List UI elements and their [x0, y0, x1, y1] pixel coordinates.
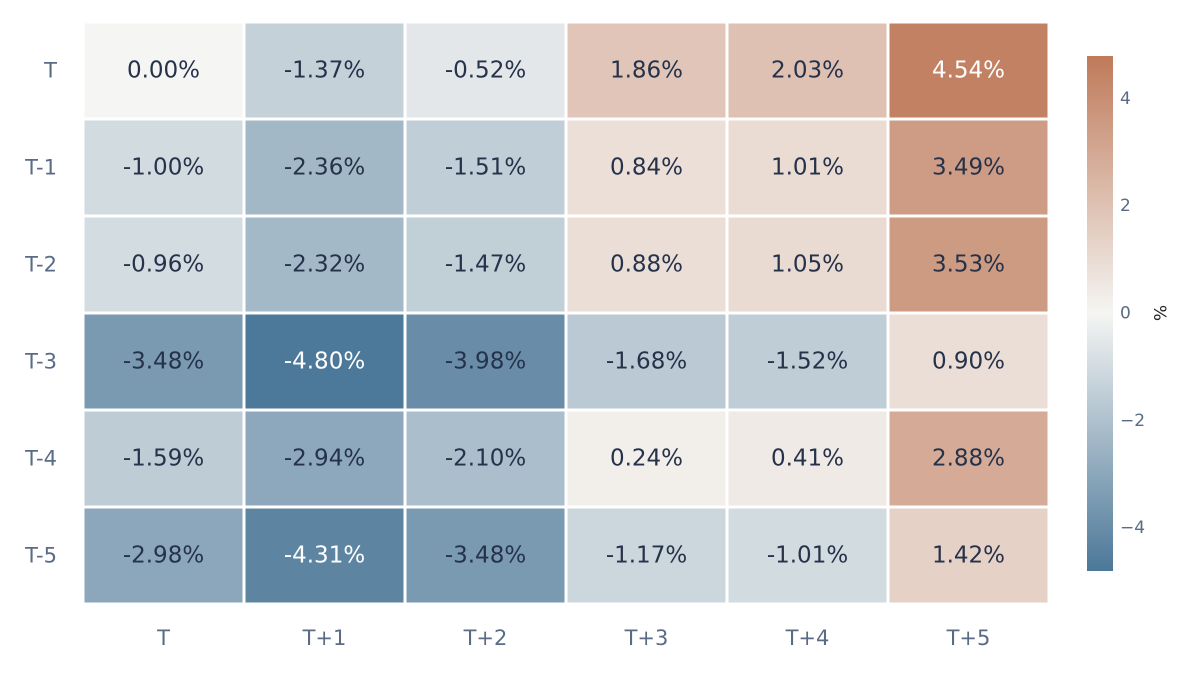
heatmap-cell: [84, 411, 243, 506]
cell-value-label: 0.84%: [610, 155, 683, 181]
cell-value-label: 0.90%: [932, 349, 1005, 375]
heatmap-cell: [245, 411, 404, 506]
heatmap-cell: [84, 314, 243, 409]
cell-value-label: 1.05%: [771, 252, 844, 278]
colorbar: [1087, 56, 1113, 571]
heatmap-cell: [245, 120, 404, 215]
cell-value-label: -1.00%: [123, 155, 204, 181]
cell-value-label: -2.94%: [284, 446, 365, 472]
heatmap-cell: [728, 120, 887, 215]
heatmap-cell: [889, 217, 1048, 312]
heatmap-cell: [567, 508, 726, 603]
cell-value-label: 0.24%: [610, 446, 683, 472]
heatmap-cell: [84, 217, 243, 312]
heatmap-cell: [245, 508, 404, 603]
cell-value-label: -3.48%: [123, 349, 204, 375]
heatmap-cell: [889, 120, 1048, 215]
y-tick-label: T-3: [24, 350, 57, 374]
colorbar-gradient: [1087, 56, 1113, 571]
cell-value-label: 2.88%: [932, 446, 1005, 472]
cell-value-label: -1.47%: [445, 252, 526, 278]
heatmap-cell: [889, 23, 1048, 118]
heatmap-cell: [728, 411, 887, 506]
cell-value-label: 1.01%: [771, 155, 844, 181]
y-tick-label: T-5: [24, 544, 57, 568]
cell-value-label: 3.53%: [932, 252, 1005, 278]
heatmap-cell: [728, 508, 887, 603]
heatmap-cell: [406, 314, 565, 409]
x-tick-label: T+1: [302, 626, 347, 650]
y-tick-label: T-2: [24, 253, 57, 277]
cell-value-label: -1.51%: [445, 155, 526, 181]
cell-value-label: -1.68%: [606, 349, 687, 375]
heatmap-cell: [567, 411, 726, 506]
heatmap-cell: [84, 120, 243, 215]
cell-value-label: -0.96%: [123, 252, 204, 278]
heatmap-cell: [728, 23, 887, 118]
heatmap-cell: [245, 217, 404, 312]
cell-value-label: 1.42%: [932, 543, 1005, 569]
cell-value-label: -2.32%: [284, 252, 365, 278]
colorbar-ticks: 4 2 0 −2 −4: [1120, 89, 1145, 538]
y-tick-label: T-4: [24, 447, 57, 471]
heatmap-cell: [406, 23, 565, 118]
cell-value-label: -3.98%: [445, 349, 526, 375]
x-tick-label: T+3: [624, 626, 669, 650]
heatmap-cell: [728, 217, 887, 312]
colorbar-tick-label: −4: [1120, 518, 1145, 538]
heatmap-cell: [406, 120, 565, 215]
x-tick-label: T: [156, 626, 170, 650]
cell-value-label: -4.80%: [284, 349, 365, 375]
cell-value-label: -3.48%: [445, 543, 526, 569]
heatmap-cell: [84, 23, 243, 118]
x-tick-label: T+2: [463, 626, 508, 650]
cell-value-label: 2.03%: [771, 58, 844, 84]
heatmap-cell: [889, 411, 1048, 506]
cell-value-label: 1.86%: [610, 58, 683, 84]
cell-value-label: -2.36%: [284, 155, 365, 181]
heatmap-cell: [567, 120, 726, 215]
colorbar-tick-label: 0: [1120, 304, 1131, 324]
heatmap-cell: [245, 23, 404, 118]
x-tick-label: T+5: [946, 626, 991, 650]
cell-value-label: -1.01%: [767, 543, 848, 569]
colorbar-tick-label: 2: [1120, 196, 1131, 216]
x-axis-labels: T T+1 T+2 T+3 T+4 T+5: [156, 626, 990, 650]
cell-value-label: 0.41%: [771, 446, 844, 472]
heatmap-cell: [889, 508, 1048, 603]
cell-value-label: -1.59%: [123, 446, 204, 472]
heatmap-cells: 0.00% -1.37% -0.52% 1.86% 2.03% 4.54% -1.00% -2…: [84, 23, 1048, 603]
cell-value-label: 3.49%: [932, 155, 1005, 181]
heatmap-cell: [406, 217, 565, 312]
heatmap-cell: [889, 314, 1048, 409]
cell-value-label: -1.52%: [767, 349, 848, 375]
heatmap-cell: [406, 508, 565, 603]
cell-value-label: -4.31%: [284, 543, 365, 569]
colorbar-tick-label: −2: [1120, 411, 1145, 431]
y-tick-label: T-1: [24, 156, 57, 180]
cell-value-label: -0.52%: [445, 58, 526, 84]
heatmap-cell: [567, 23, 726, 118]
cell-value-label: 0.00%: [127, 58, 200, 84]
cell-value-label: 0.88%: [610, 252, 683, 278]
heatmap-cell: [84, 508, 243, 603]
heatmap-cell: [406, 411, 565, 506]
y-axis-labels: T T-1 T-2 T-3 T-4 T-5: [24, 59, 57, 568]
y-tick-label: T: [43, 59, 57, 83]
heatmap-cell: [567, 217, 726, 312]
cell-value-label: -2.10%: [445, 446, 526, 472]
cell-value-label: 4.54%: [932, 58, 1005, 84]
cell-value-label: -1.17%: [606, 543, 687, 569]
cell-value-label: -1.37%: [284, 58, 365, 84]
colorbar-title: %: [1149, 305, 1169, 321]
x-tick-label: T+4: [785, 626, 830, 650]
colorbar-tick-label: 4: [1120, 89, 1131, 109]
cell-value-label: -2.98%: [123, 543, 204, 569]
heatmap-cell: [567, 314, 726, 409]
heatmap-cell: [245, 314, 404, 409]
heatmap-cell: [728, 314, 887, 409]
